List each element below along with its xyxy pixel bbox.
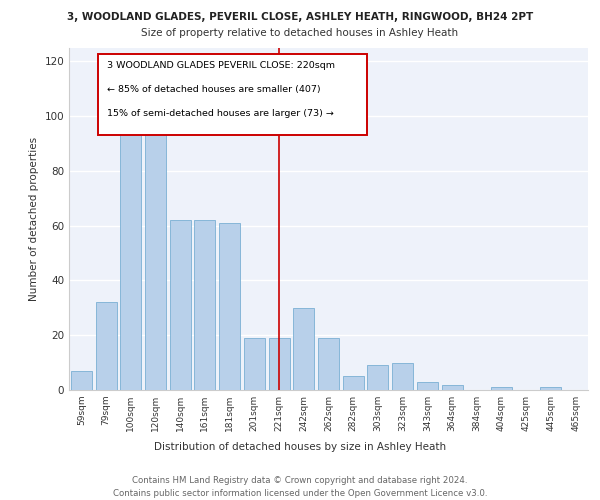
Text: Size of property relative to detached houses in Ashley Heath: Size of property relative to detached ho… [142,28,458,38]
Bar [318,338,339,390]
Bar [269,338,290,390]
Bar [71,371,92,390]
Bar [170,220,191,390]
Bar [95,302,116,390]
Bar [120,130,141,390]
Bar [219,223,240,390]
Bar [392,362,413,390]
Y-axis label: Number of detached properties: Number of detached properties [29,136,39,301]
Bar [244,338,265,390]
Text: Distribution of detached houses by size in Ashley Heath: Distribution of detached houses by size … [154,442,446,452]
Bar [343,376,364,390]
Bar [367,366,388,390]
Bar [417,382,438,390]
FancyBboxPatch shape [98,54,367,135]
Text: ← 85% of detached houses are smaller (407): ← 85% of detached houses are smaller (40… [107,85,320,94]
Text: 3 WOODLAND GLADES PEVERIL CLOSE: 220sqm: 3 WOODLAND GLADES PEVERIL CLOSE: 220sqm [107,60,335,70]
Bar [194,220,215,390]
Text: 3, WOODLAND GLADES, PEVERIL CLOSE, ASHLEY HEATH, RINGWOOD, BH24 2PT: 3, WOODLAND GLADES, PEVERIL CLOSE, ASHLE… [67,12,533,22]
Text: Contains HM Land Registry data © Crown copyright and database right 2024.: Contains HM Land Registry data © Crown c… [132,476,468,485]
Bar [541,388,562,390]
Text: Contains public sector information licensed under the Open Government Licence v3: Contains public sector information licen… [113,489,487,498]
Bar [442,384,463,390]
Bar [145,132,166,390]
Bar [491,388,512,390]
Bar [293,308,314,390]
Text: 15% of semi-detached houses are larger (73) →: 15% of semi-detached houses are larger (… [107,110,334,118]
